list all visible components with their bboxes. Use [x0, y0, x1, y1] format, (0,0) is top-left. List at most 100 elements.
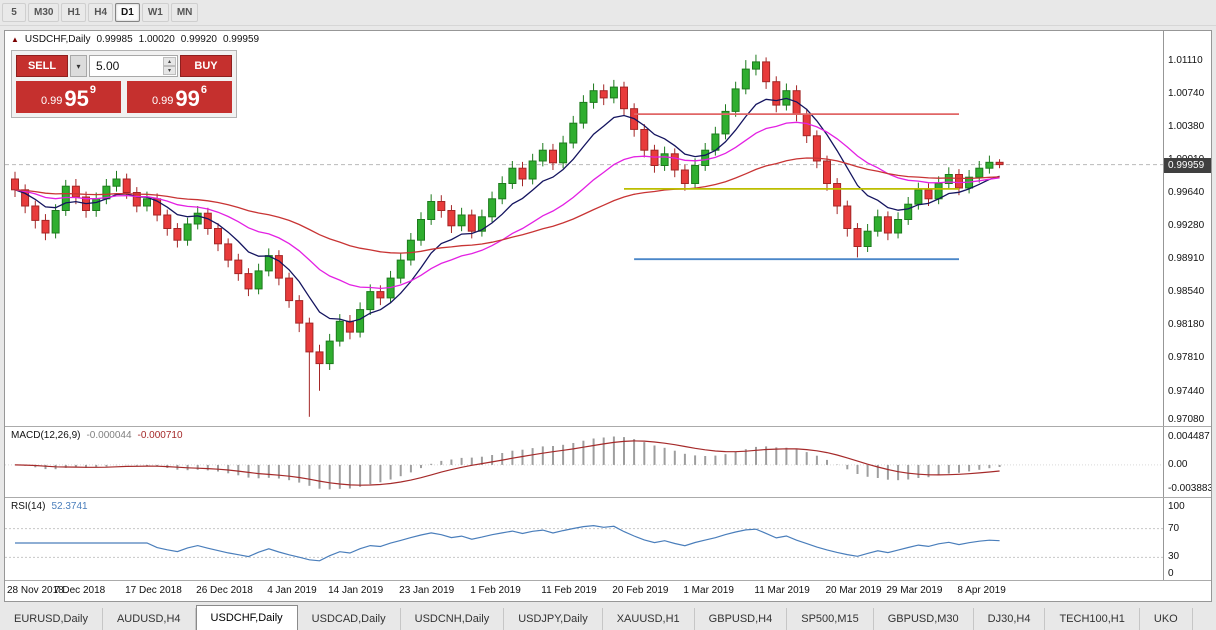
timeframe-button-mn[interactable]: MN	[170, 3, 199, 22]
candle-body	[122, 178, 131, 193]
candle-body	[92, 198, 101, 212]
candle-body	[457, 214, 466, 227]
timeframe-toolbar: 5 M30 H1 H4 D1 W1 MN	[0, 0, 1216, 26]
price-axis-label: 0.98910	[1168, 253, 1205, 265]
chart-tab-uko[interactable]: UKO	[1140, 608, 1193, 630]
candle-body	[254, 270, 263, 290]
chart-tab-usdchf-daily[interactable]: USDCHF,Daily	[195, 605, 298, 630]
candle-body	[295, 300, 304, 324]
candle-body	[833, 183, 842, 207]
candle-body	[183, 223, 192, 241]
date-label: 1 Mar 2019	[683, 585, 734, 596]
candle-body	[995, 161, 1004, 166]
timeframe-button-h4[interactable]: H4	[88, 3, 114, 22]
candle-body	[366, 291, 375, 311]
candle-body	[477, 216, 486, 232]
candle-body	[680, 169, 689, 184]
ohlc-high: 1.00020	[138, 34, 175, 45]
timeframe-button-d1[interactable]: D1	[115, 3, 140, 22]
buy-button[interactable]: BUY	[180, 55, 232, 77]
chart-tab-sp500-m15[interactable]: SP500,M15	[787, 608, 874, 630]
price-axis-label: 1.00380	[1168, 120, 1205, 132]
date-label: 29 Mar 2019	[886, 585, 943, 596]
timeframe-button-h1[interactable]: H1	[61, 3, 87, 22]
sell-button[interactable]: SELL	[16, 55, 68, 77]
candle-body	[467, 214, 476, 232]
candle-body	[985, 161, 994, 169]
price-axis-label: 0.98180	[1168, 318, 1205, 330]
chart-tab-gbpusd-m30[interactable]: GBPUSD,M30	[874, 608, 974, 630]
candle-body	[163, 214, 172, 229]
current-price-tag: 0.99959	[1164, 157, 1211, 173]
macd-plot	[5, 436, 1163, 490]
candle-body	[883, 216, 892, 234]
candle-body	[609, 86, 618, 99]
price-axis-label: 0.99280	[1168, 219, 1205, 231]
sell-price-tile[interactable]: 0.99 95 9	[16, 81, 121, 113]
candle-body	[873, 216, 882, 232]
candle-body	[924, 189, 933, 200]
rsi-axis-label: 100	[1168, 501, 1185, 512]
chart-tab-xauusd-h1[interactable]: XAUUSD,H1	[603, 608, 695, 630]
rsi-value: 52.3741	[51, 501, 88, 512]
volume-dropdown-button[interactable]: ▾	[70, 55, 87, 77]
spinner-up-icon[interactable]: ▴	[163, 57, 176, 66]
rsi-label: RSI(14) 52.3741	[11, 501, 88, 512]
candle-body	[741, 68, 750, 90]
buy-price-tile[interactable]: 0.99 99 6	[127, 81, 232, 113]
buy-price-pip-digit: 6	[200, 84, 208, 96]
price-axis-label: 1.00740	[1168, 88, 1205, 100]
candle-body	[934, 183, 943, 200]
timeframe-button-w1[interactable]: W1	[141, 3, 169, 22]
price-axis-label: 0.97440	[1168, 385, 1205, 397]
date-label: 8 Apr 2019	[957, 585, 1006, 596]
candlestick-chart[interactable]	[5, 31, 1163, 426]
candle-body	[325, 340, 334, 365]
chart-tab-tech100-h1[interactable]: TECH100,H1	[1045, 608, 1140, 630]
chart-tab-usdcad-daily[interactable]: USDCAD,Daily	[298, 608, 401, 630]
date-label: 23 Jan 2019	[399, 585, 455, 596]
candle-body	[112, 178, 121, 187]
chevron-down-icon: ▾	[76, 61, 81, 71]
candle-body	[214, 228, 222, 245]
rsi-line	[15, 524, 1000, 562]
timeframe-button-5[interactable]: 5	[2, 3, 26, 22]
spinner-down-icon[interactable]: ▾	[163, 66, 176, 75]
candle-body	[812, 135, 821, 162]
candle-body	[143, 198, 151, 207]
chart-tab-usdcnh-daily[interactable]: USDCNH,Daily	[401, 608, 505, 630]
chart-tab-dj30-h4[interactable]: DJ30,H4	[974, 608, 1046, 630]
candle-body	[71, 185, 80, 198]
rsi-axis-label: 0	[1168, 568, 1174, 579]
price-axis[interactable]: 1.011101.007401.003801.000100.996400.992…	[1163, 31, 1211, 426]
candle-body	[579, 101, 588, 124]
chart-window: ▲ USDCHF,Daily 0.99985 1.00020 0.99920 0…	[4, 30, 1212, 602]
timeframe-button-m30[interactable]: M30	[28, 3, 60, 22]
candle-body	[752, 61, 760, 70]
candle-body	[843, 205, 852, 229]
date-axis[interactable]: 28 Nov 2018 7 Dec 2018 17 Dec 2018 26 Dec 2…	[5, 580, 1211, 601]
chart-tab-audusd-h4[interactable]: AUDUSD,H4	[103, 608, 196, 630]
date-label: 7 Dec 2018	[54, 585, 106, 596]
candle-body	[305, 322, 314, 353]
candle-body	[701, 149, 710, 166]
candle-body	[904, 203, 913, 220]
candle-body	[244, 273, 253, 290]
price-axis-label: 0.97080	[1168, 414, 1205, 425]
ma-fast-line	[14, 97, 1000, 323]
candle-body	[376, 291, 385, 299]
chart-tab-usdjpy-daily[interactable]: USDJPY,Daily	[504, 608, 603, 630]
chart-tab-eurusd-daily[interactable]: EURUSD,Daily	[0, 608, 103, 630]
candle-body	[863, 230, 872, 247]
candle-body	[599, 90, 608, 99]
ohlc-open: 0.99985	[96, 34, 133, 45]
chart-tab-gbpusd-h4[interactable]: GBPUSD,H4	[695, 608, 788, 630]
date-label: 11 Mar 2019	[754, 585, 810, 596]
macd-axis: 0.004487 0.00 -0.003883	[1163, 427, 1211, 497]
candle-body	[914, 189, 923, 205]
volume-input[interactable]	[90, 56, 177, 76]
rsi-axis-label: 30	[1168, 551, 1180, 563]
main-chart-pane: ▲ USDCHF,Daily 0.99985 1.00020 0.99920 0…	[5, 31, 1211, 426]
date-label: 17 Dec 2018	[125, 585, 182, 596]
